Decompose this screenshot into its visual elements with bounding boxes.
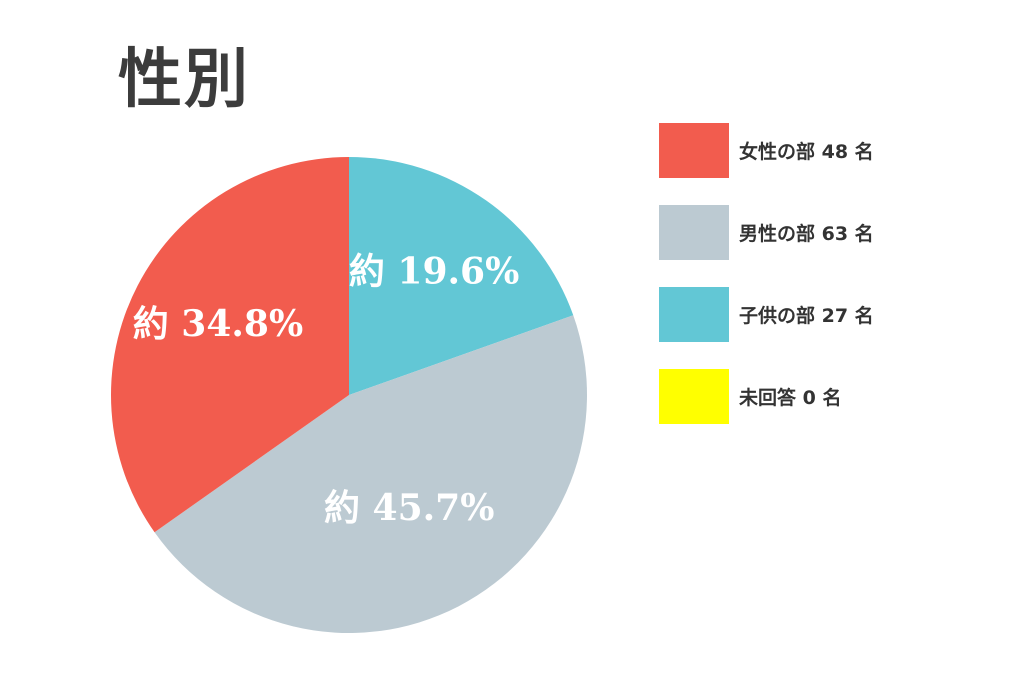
slice-label-1: 約 45.7% — [324, 487, 494, 529]
legend-item-children: 子供の部 27 名 — [659, 287, 874, 342]
legend-swatch-male — [659, 205, 729, 260]
legend-label-male: 男性の部 63 名 — [739, 223, 874, 245]
legend-swatch-female — [659, 123, 729, 178]
legend: 女性の部 48 名 男性の部 63 名 子供の部 27 名 未回答 0 名 — [659, 123, 874, 451]
legend-label-children: 子供の部 27 名 — [739, 305, 874, 327]
legend-item-no-answer: 未回答 0 名 — [659, 369, 874, 424]
slice-label-2: 約 34.8% — [133, 303, 303, 345]
slice-label-0: 約 19.6% — [349, 250, 519, 292]
legend-item-female: 女性の部 48 名 — [659, 123, 874, 178]
pie-slice-0 — [349, 157, 574, 395]
legend-label-no-answer: 未回答 0 名 — [739, 387, 842, 409]
pie-slice-1 — [154, 315, 588, 634]
pie-slice-2 — [111, 157, 350, 533]
legend-label-female: 女性の部 48 名 — [739, 141, 874, 163]
legend-item-male: 男性の部 63 名 — [659, 205, 874, 260]
chart-title: 性別 — [118, 43, 250, 117]
legend-swatch-no-answer — [659, 369, 729, 424]
legend-swatch-children — [659, 287, 729, 342]
